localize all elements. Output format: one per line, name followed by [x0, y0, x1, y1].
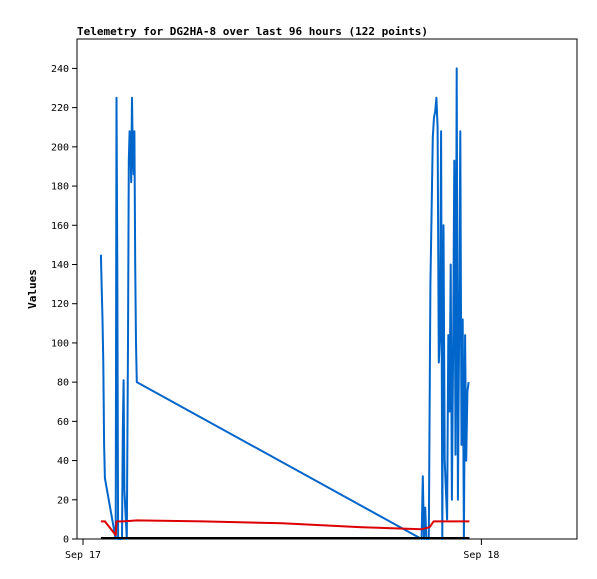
y-tick-label: 160: [51, 221, 69, 232]
y-tick-label: 0: [63, 535, 69, 546]
chart-title: Telemetry for DG2HA-8 over last 96 hours…: [77, 25, 428, 38]
plot-frame: [76, 38, 578, 540]
y-tick-label: 180: [51, 182, 69, 193]
x-tick-label: Sep 18: [463, 550, 499, 561]
y-tick-label: 140: [51, 260, 69, 271]
y-tick-label: 200: [51, 142, 69, 153]
y-tick-label: 60: [57, 417, 69, 428]
y-tick-label: 80: [57, 378, 69, 389]
y-tick-label: 120: [51, 299, 69, 310]
y-tick-label: 220: [51, 103, 69, 114]
y-axis-label: Values: [26, 269, 39, 309]
y-tick-label: 240: [51, 64, 69, 75]
x-tick-label: Sep 17: [65, 550, 101, 561]
y-tick-label: 40: [57, 456, 69, 467]
y-tick-label: 100: [51, 338, 69, 349]
x-axis: Sep 17 Sep 18: [65, 539, 499, 561]
series-line-series1: [99, 67, 470, 540]
y-tick-label: 20: [57, 495, 69, 506]
series-line-series2: [100, 519, 470, 537]
series-layer: [99, 67, 470, 540]
y-axis: 0 20 40 60 80 100 120 140 160 180 200 220 240: [51, 64, 77, 546]
